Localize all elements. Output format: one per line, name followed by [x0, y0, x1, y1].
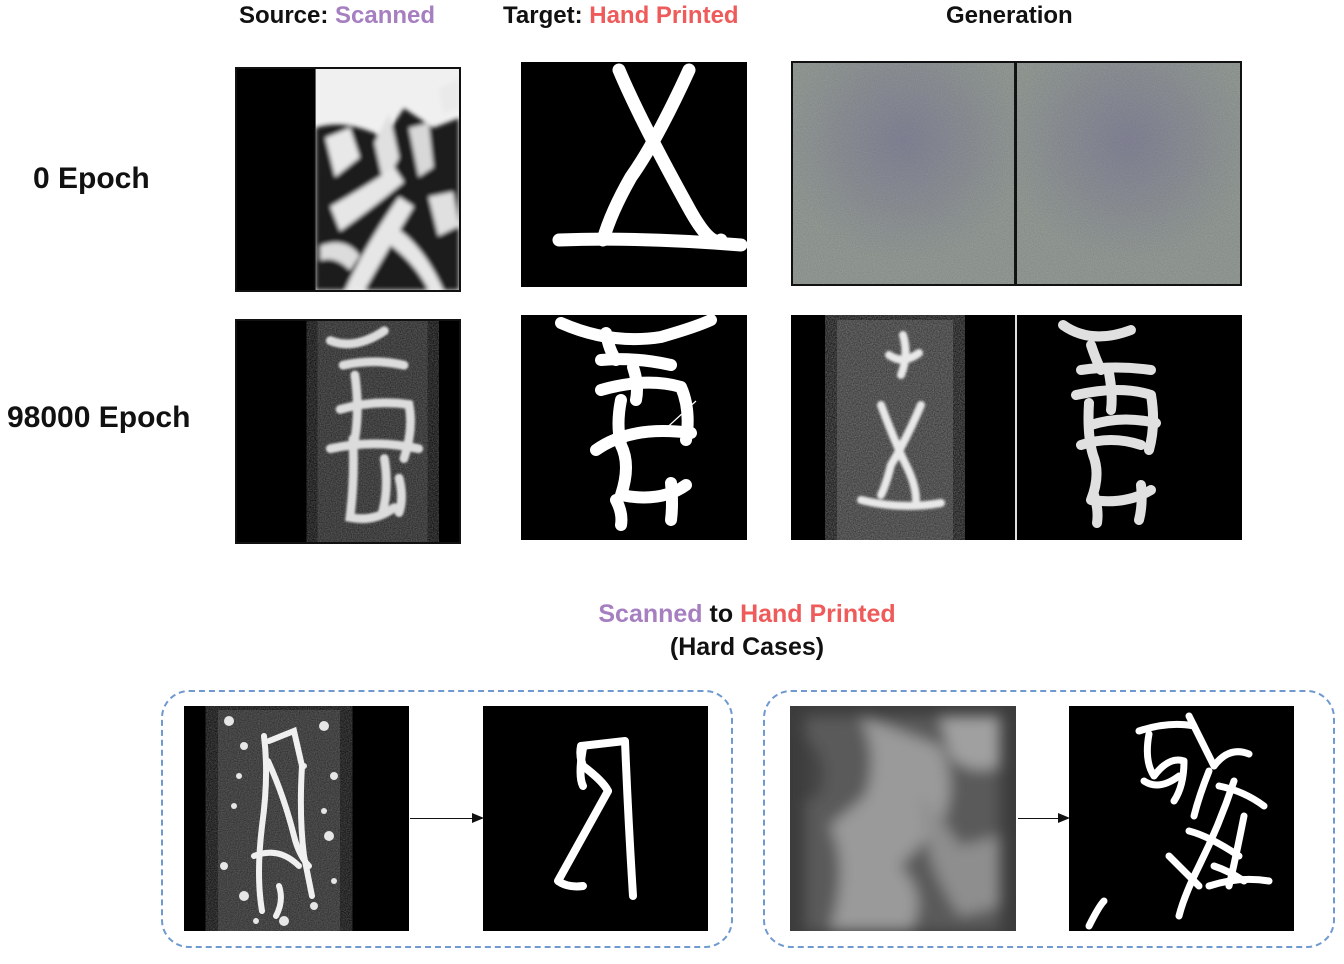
source-image-epoch-0 — [235, 67, 461, 292]
source-header-highlight: Scanned — [335, 2, 436, 29]
hard-case-group-2 — [763, 690, 1335, 948]
hard-case-2-source-image — [790, 706, 1016, 931]
generation-image-epoch-98000 — [791, 315, 1242, 540]
hard-cases-title-scanned: Scanned — [598, 600, 703, 628]
hard-cases-title-hand-printed: Hand Printed — [740, 600, 896, 628]
target-header-prefix: Target: — [503, 2, 590, 29]
row-label-98000-epoch: 98000 Epoch — [7, 401, 191, 434]
generation-image-epoch-0 — [791, 61, 1242, 286]
target-image-epoch-0 — [521, 62, 747, 287]
row-label-0-epoch: 0 Epoch — [33, 162, 150, 195]
source-image-epoch-98000 — [235, 319, 461, 544]
hard-case-2-target-image — [1069, 706, 1294, 931]
target-header: Target: Hand Printed — [503, 2, 739, 30]
source-header-prefix: Source: — [239, 2, 336, 29]
hard-cases-title: Scanned to Hand Printed — [0, 600, 1344, 629]
hard-case-1-source-image — [184, 706, 409, 931]
hard-case-1-target-image — [483, 706, 708, 931]
generation-header: Generation — [946, 2, 1073, 29]
target-image-epoch-98000 — [521, 315, 747, 540]
hard-cases-subtitle: (Hard Cases) — [669, 633, 825, 661]
target-header-highlight: Hand Printed — [589, 2, 739, 29]
hard-cases-title-to: to — [702, 600, 741, 628]
hard-case-2-arrow — [1018, 813, 1070, 823]
hard-case-group-1 — [161, 690, 733, 948]
hard-case-1-arrow — [410, 813, 484, 823]
source-header: Source: Scanned — [239, 2, 435, 30]
